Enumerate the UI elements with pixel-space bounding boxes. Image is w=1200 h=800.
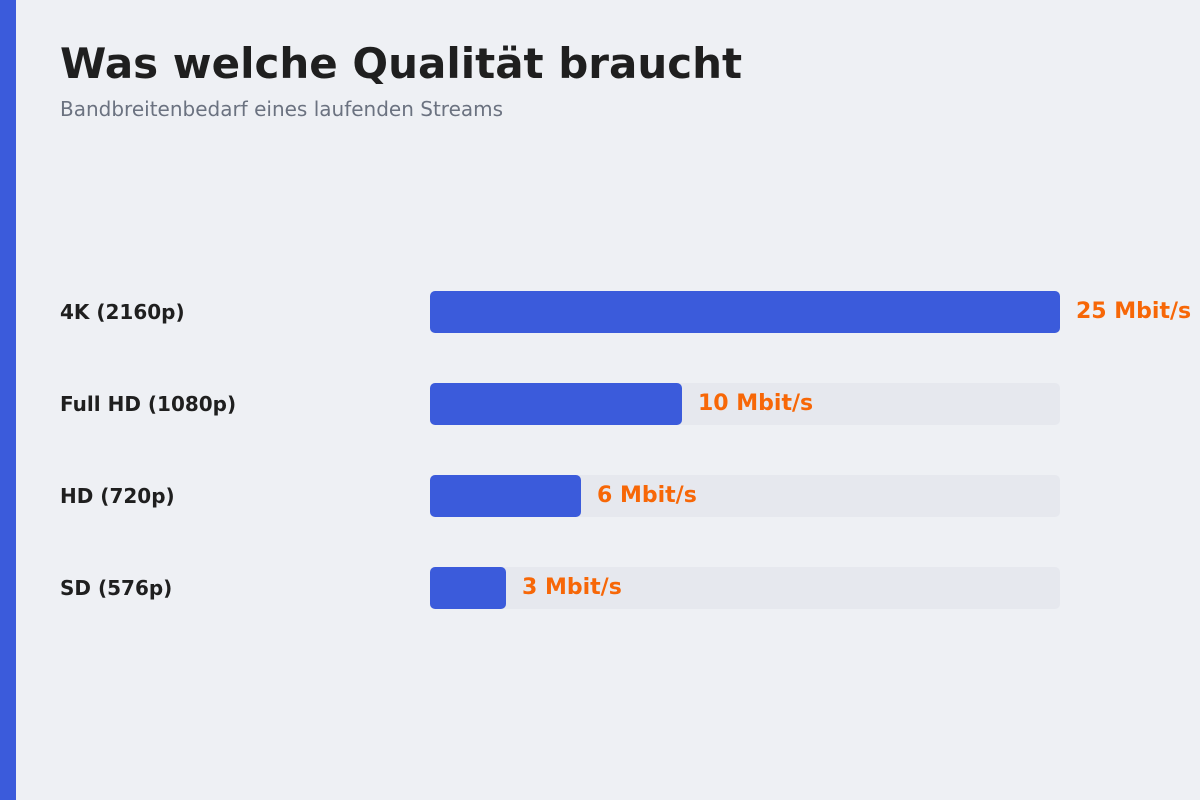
page-title: Was welche Qualität braucht: [60, 39, 743, 88]
bar: [430, 383, 682, 425]
category-label: Full HD (1080p): [60, 392, 237, 416]
value-label: 6 Mbit/s: [597, 483, 697, 508]
accent-stripe: [0, 0, 16, 800]
bar-row: Full HD (1080p) 10 Mbit/s: [0, 383, 1200, 425]
bar-row: HD (720p) 6 Mbit/s: [0, 475, 1200, 517]
bar: [430, 291, 1060, 333]
category-label: 4K (2160p): [60, 300, 185, 324]
bar-row: SD (576p) 3 Mbit/s: [0, 567, 1200, 609]
category-label: HD (720p): [60, 484, 175, 508]
value-label: 25 Mbit/s: [1076, 299, 1192, 324]
value-label: 3 Mbit/s: [522, 575, 622, 600]
bar: [430, 567, 506, 609]
page-subtitle: Bandbreitenbedarf eines laufenden Stream…: [60, 97, 504, 121]
bar-track: [430, 567, 1060, 609]
bar-row: 4K (2160p) 25 Mbit/s: [0, 291, 1200, 333]
category-label: SD (576p): [60, 576, 173, 600]
value-label: 10 Mbit/s: [698, 391, 814, 416]
bar: [430, 475, 581, 517]
